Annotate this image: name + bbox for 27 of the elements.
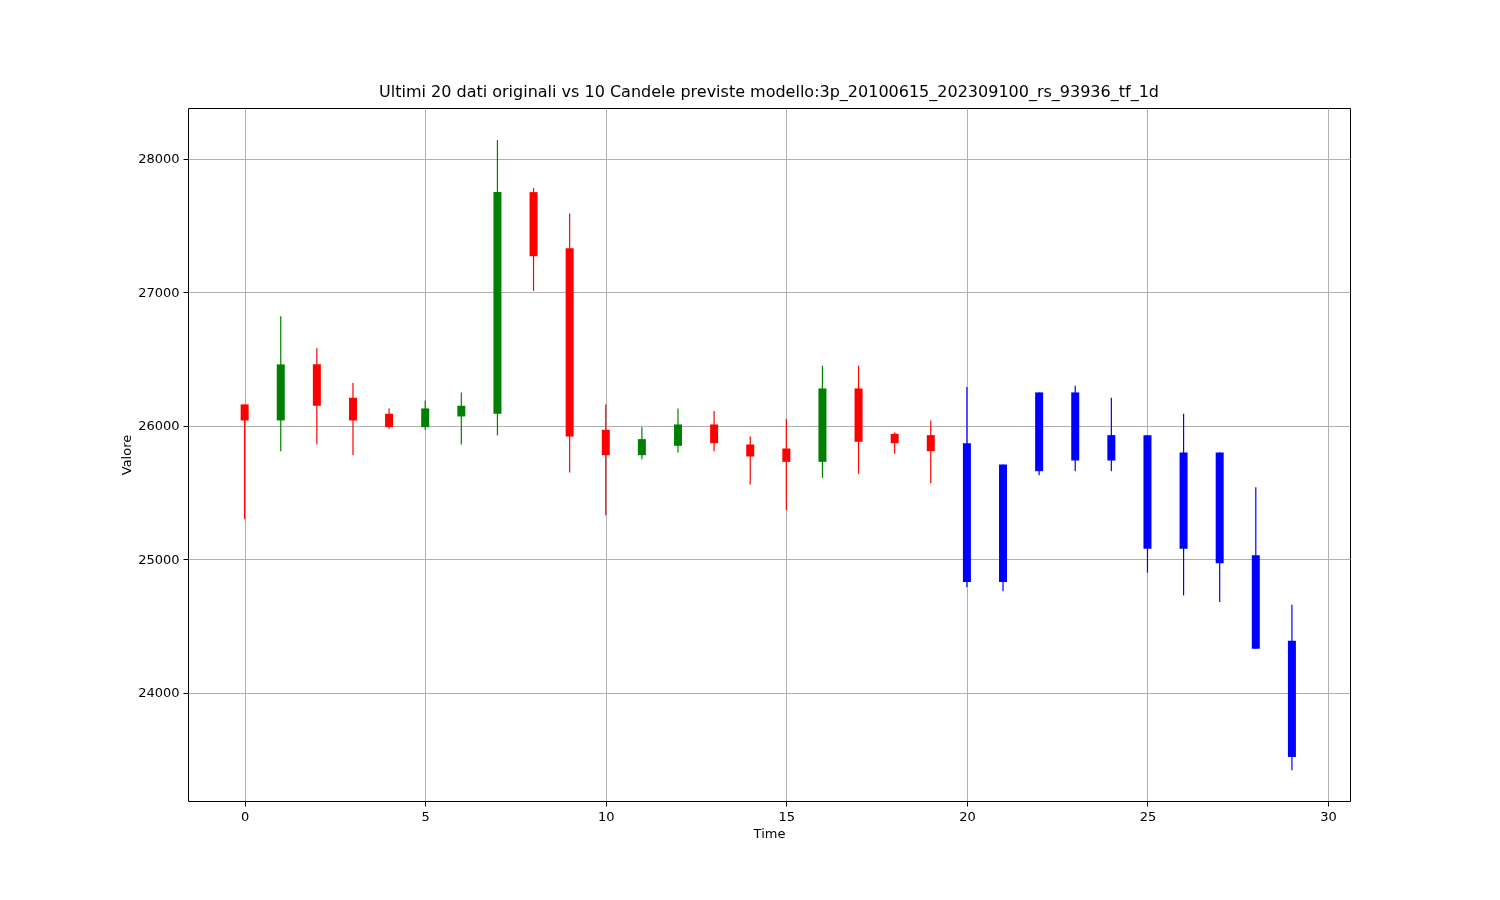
- candlestick: [457, 391, 466, 446]
- candlestick: [637, 426, 646, 460]
- candlestick: [746, 435, 755, 486]
- candlestick: [240, 403, 249, 520]
- candlestick: [782, 418, 791, 511]
- candlestick: [421, 399, 430, 431]
- y-tick-label: 26000: [138, 418, 180, 434]
- candlestick: [926, 419, 935, 484]
- y-tick-label: 28000: [138, 151, 180, 167]
- x-tick-label: 30: [1320, 808, 1337, 824]
- candlestick: [348, 382, 357, 456]
- y-tick-label: 27000: [138, 284, 180, 300]
- candlestick: [674, 407, 682, 454]
- y-tick-label: 24000: [138, 685, 180, 701]
- x-tick-label: 0: [241, 808, 250, 824]
- x-tick-label: 15: [778, 808, 796, 824]
- x-tick-label: 25: [1139, 808, 1157, 824]
- candlestick: [890, 431, 899, 455]
- x-axis-title: Time: [752, 825, 786, 841]
- x-tick-label: 20: [959, 808, 976, 824]
- candlestick: [710, 410, 719, 452]
- x-tick-label: 5: [421, 808, 430, 824]
- chart-title: Ultimi 20 dati originali vs 10 Candele previste modello:3p_20100615_202309100_rs_93936_tf_1d: [379, 82, 1159, 102]
- y-axis-title: Valore: [119, 434, 135, 476]
- x-tick-label: 10: [598, 808, 615, 824]
- y-tick-label: 25000: [138, 551, 180, 567]
- candlestick: [385, 407, 394, 430]
